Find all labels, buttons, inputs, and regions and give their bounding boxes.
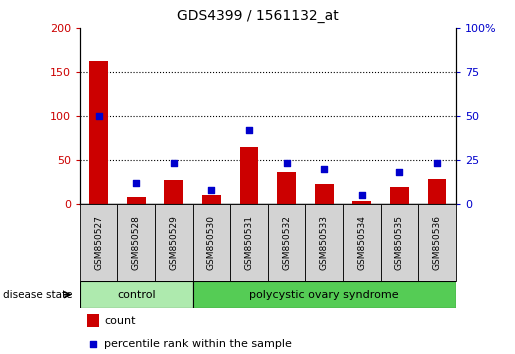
Text: GSM850534: GSM850534	[357, 215, 366, 270]
Point	[396, 169, 404, 175]
Text: count: count	[104, 316, 136, 326]
Point	[282, 160, 290, 166]
Text: GSM850529: GSM850529	[169, 215, 178, 270]
Bar	[381, 204, 418, 281]
Bar	[80, 281, 193, 308]
Text: GSM850530: GSM850530	[207, 215, 216, 270]
Bar	[89, 61, 108, 204]
Bar	[343, 204, 381, 281]
Bar	[230, 204, 268, 281]
Text: percentile rank within the sample: percentile rank within the sample	[104, 339, 292, 349]
Text: disease state: disease state	[3, 290, 72, 300]
Bar	[352, 201, 371, 204]
Point	[169, 160, 178, 166]
Bar	[390, 187, 409, 204]
Bar	[193, 204, 230, 281]
Text: polycystic ovary syndrome: polycystic ovary syndrome	[249, 290, 399, 300]
Bar	[202, 195, 221, 204]
Bar	[155, 204, 193, 281]
Text: GDS4399 / 1561132_at: GDS4399 / 1561132_at	[177, 9, 338, 23]
Text: GSM850528: GSM850528	[132, 215, 141, 270]
Point	[132, 180, 140, 185]
Bar	[277, 172, 296, 204]
Bar	[239, 147, 259, 204]
Bar	[305, 204, 343, 281]
Point	[95, 113, 103, 119]
Bar	[427, 179, 447, 204]
Text: GSM850527: GSM850527	[94, 215, 103, 270]
Point	[320, 166, 329, 171]
Bar	[193, 281, 456, 308]
Bar	[268, 204, 305, 281]
Bar	[80, 204, 117, 281]
Point	[357, 192, 366, 198]
Text: GSM850533: GSM850533	[320, 215, 329, 270]
Text: GSM850531: GSM850531	[245, 215, 253, 270]
Bar	[418, 204, 456, 281]
Point	[89, 341, 97, 347]
Bar	[88, 314, 99, 327]
Bar	[164, 180, 183, 204]
Text: GSM850536: GSM850536	[433, 215, 441, 270]
Text: GSM850535: GSM850535	[395, 215, 404, 270]
Point	[433, 160, 441, 166]
Text: control: control	[117, 290, 156, 300]
Bar	[315, 184, 334, 204]
Point	[245, 127, 253, 133]
Bar	[127, 196, 146, 204]
Bar	[117, 204, 155, 281]
Point	[207, 187, 215, 192]
Text: GSM850532: GSM850532	[282, 215, 291, 270]
